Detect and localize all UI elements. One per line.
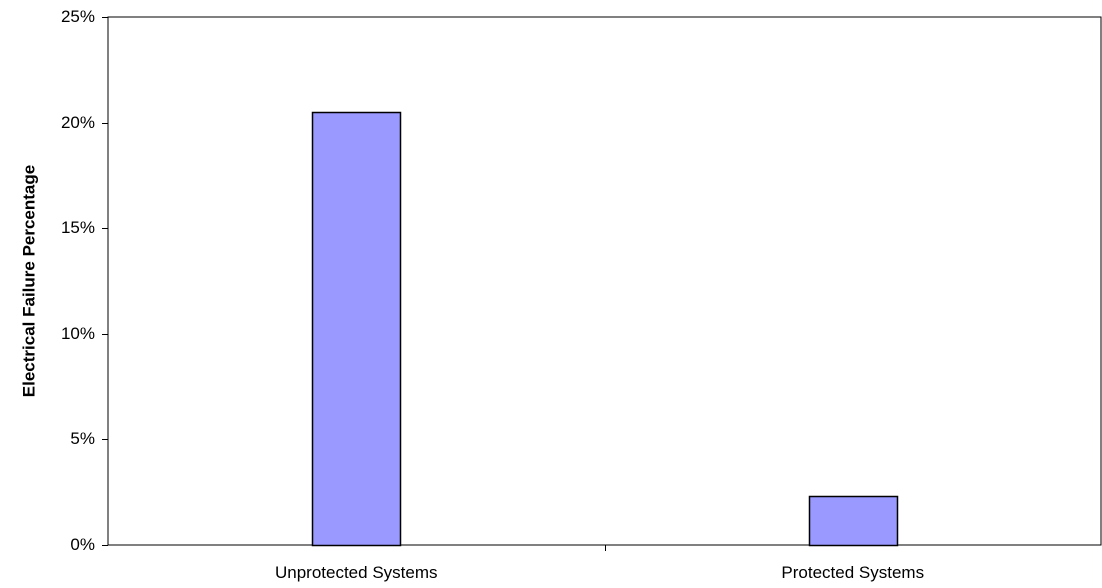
y-tick-label: 15%: [61, 218, 95, 237]
x-tick-label: Unprotected Systems: [275, 563, 438, 582]
bars-layer: [311, 111, 899, 547]
y-tick-label: 10%: [61, 324, 95, 343]
y-tick-label: 0%: [70, 535, 95, 554]
y-tick-label: 25%: [61, 7, 95, 26]
axis-layer: [102, 17, 606, 551]
labels-layer: 0% 5% 10% 15% 20% 25% Unprotected Systems Prote…: [61, 7, 924, 582]
bar: [311, 111, 402, 547]
y-tick-label: 20%: [61, 113, 95, 132]
bar: [808, 495, 899, 547]
x-tick-label: Protected Systems: [781, 563, 924, 582]
y-tick-label: 5%: [70, 429, 95, 448]
y-axis-title: Electrical Failure Percentage: [19, 165, 38, 397]
plot-area: [107, 16, 1102, 546]
